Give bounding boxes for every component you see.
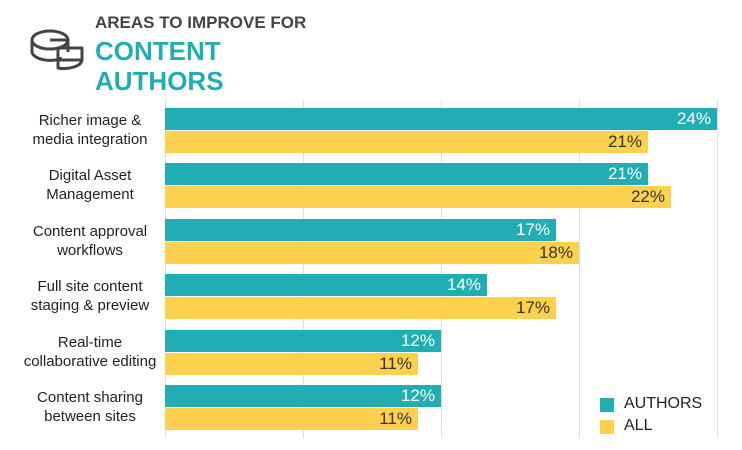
bar bbox=[165, 274, 487, 297]
title-line: AREAS TO IMPROVE FOR bbox=[95, 13, 307, 32]
value-label: 24% bbox=[676, 109, 711, 128]
category-label: Real-time collaborative editing bbox=[23, 333, 157, 370]
value-label: 22% bbox=[630, 187, 665, 207]
grid-line bbox=[716, 100, 718, 438]
value-label: 14% bbox=[446, 275, 481, 295]
category-label: Richer image & media integration bbox=[32, 112, 148, 148]
bar bbox=[165, 329, 441, 352]
legend-label: ALL bbox=[624, 417, 653, 434]
value-label: 12% bbox=[400, 330, 435, 350]
title-line: CONTENT bbox=[95, 36, 221, 66]
value-label: 21% bbox=[607, 132, 642, 151]
bar bbox=[165, 163, 648, 186]
bar bbox=[165, 241, 579, 264]
grid-line bbox=[164, 100, 166, 438]
title-line: AUTHORS bbox=[95, 66, 224, 96]
value-label: 17% bbox=[515, 298, 550, 318]
category-label: Full site content staging & preview bbox=[30, 278, 150, 315]
bar bbox=[165, 385, 441, 407]
legend-label: AUTHORS bbox=[624, 395, 703, 412]
bar bbox=[165, 352, 418, 375]
legend-swatch bbox=[600, 398, 614, 412]
category-label: Content sharing between sites bbox=[37, 389, 143, 425]
bar bbox=[165, 108, 717, 130]
value-label: 21% bbox=[607, 164, 642, 184]
legend-swatch bbox=[600, 420, 614, 434]
grid-line bbox=[302, 100, 304, 438]
bar bbox=[165, 408, 418, 430]
category-label: Digital Asset Management bbox=[46, 167, 134, 204]
bar bbox=[165, 297, 556, 320]
icon bbox=[30, 29, 84, 71]
bar bbox=[165, 186, 671, 209]
value-label: 11% bbox=[379, 409, 412, 428]
grid-line bbox=[578, 100, 580, 438]
value-label: 11% bbox=[379, 353, 412, 373]
value-label: 18% bbox=[538, 242, 573, 262]
bar bbox=[165, 131, 648, 153]
value-label: 12% bbox=[400, 386, 435, 405]
grid-line bbox=[440, 100, 442, 438]
value-label: 17% bbox=[515, 219, 550, 239]
bar bbox=[165, 218, 556, 241]
category-label: Content approval workflows bbox=[32, 222, 148, 259]
